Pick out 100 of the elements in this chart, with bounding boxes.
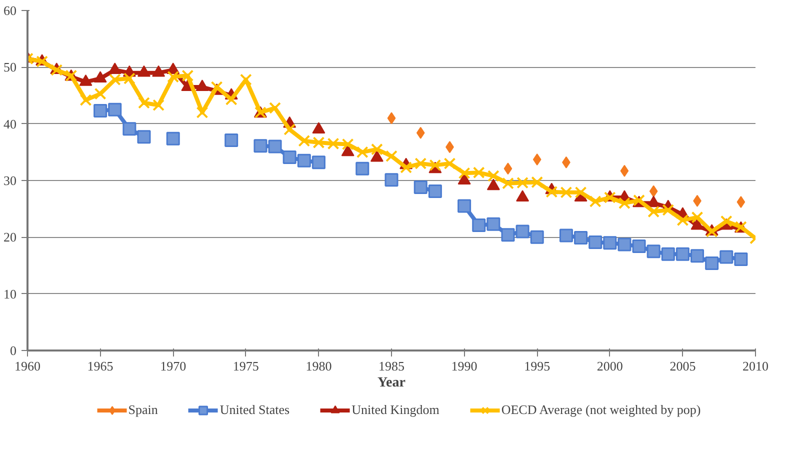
point (720, 215, 732, 228)
point (648, 206, 660, 218)
point (472, 166, 485, 179)
x-tick-label: 2010 (742, 358, 768, 374)
point (559, 228, 573, 242)
point (224, 134, 238, 148)
point (298, 134, 310, 147)
point (458, 199, 472, 213)
legend-label: OECD Average (not weighted by pop) (501, 402, 701, 418)
point (370, 143, 383, 156)
point (444, 158, 456, 170)
point (502, 177, 514, 190)
point (560, 186, 572, 198)
point (429, 159, 442, 172)
point (284, 124, 296, 136)
point (530, 230, 544, 244)
point (661, 247, 675, 261)
point (269, 102, 281, 114)
y-tick-label: 10 (4, 286, 16, 302)
point (254, 139, 268, 153)
point (94, 88, 106, 100)
point (618, 238, 632, 252)
point (646, 244, 660, 258)
x-tick-label: 1960 (14, 358, 40, 374)
point (487, 170, 500, 182)
point (108, 74, 121, 86)
point (516, 224, 530, 238)
point (620, 164, 629, 177)
x-tick-label: 1985 (378, 358, 404, 374)
point (386, 150, 398, 162)
point (416, 126, 425, 139)
point (152, 99, 164, 112)
point (428, 184, 442, 198)
point (268, 140, 282, 154)
point (94, 104, 108, 118)
point (225, 94, 238, 106)
point (122, 122, 136, 136)
point (531, 176, 544, 188)
point (690, 249, 704, 263)
point (691, 211, 704, 224)
point (414, 158, 427, 170)
point (720, 250, 734, 264)
point (108, 102, 122, 116)
point (182, 70, 194, 82)
point (282, 150, 296, 164)
legend-label: United Kingdom (352, 402, 440, 418)
point (414, 180, 428, 194)
y-tick-label: 20 (4, 230, 16, 245)
legend-label: Spain (128, 402, 158, 418)
point (662, 204, 674, 216)
point (210, 81, 223, 93)
y-tick-label: 30 (4, 173, 16, 188)
point (356, 162, 370, 176)
point (705, 256, 719, 270)
point (458, 167, 470, 180)
x-axis-title: Year (378, 376, 406, 390)
point (297, 154, 311, 168)
point (327, 138, 340, 150)
point (632, 239, 646, 253)
x-tick-label: 1970 (160, 358, 186, 374)
point (574, 186, 587, 198)
x-tick-label: 1975 (232, 358, 259, 374)
point (618, 197, 630, 210)
point (137, 130, 151, 144)
point (138, 96, 150, 109)
point (603, 236, 617, 250)
x-tick-label: 2005 (670, 358, 696, 374)
x-tick-label: 1995 (524, 358, 550, 374)
point (384, 173, 398, 187)
point (676, 214, 689, 226)
point (736, 196, 746, 208)
point (80, 94, 92, 106)
x-tick-label: 2000 (596, 358, 623, 374)
point (574, 230, 588, 244)
point (240, 74, 252, 86)
point (486, 217, 500, 231)
legend-label: United States (220, 402, 290, 418)
point (166, 132, 180, 146)
y-tick-label: 50 (4, 60, 16, 75)
point (167, 70, 180, 83)
point (312, 156, 326, 170)
x-tick-label: 1990 (451, 358, 478, 374)
point (387, 112, 396, 124)
point (589, 196, 602, 208)
y-tick-label: 40 (4, 116, 16, 132)
point (532, 154, 542, 166)
point (472, 218, 486, 232)
point (588, 236, 602, 250)
x-tick-label: 1965 (87, 358, 114, 374)
point (501, 228, 515, 242)
point (312, 136, 325, 148)
y-tick-label: 0 (10, 343, 16, 358)
point (676, 247, 690, 261)
point (504, 162, 512, 175)
point (196, 106, 208, 118)
point (342, 138, 354, 150)
point (356, 146, 368, 158)
point (649, 185, 658, 198)
point (546, 186, 558, 198)
x-tick-label: 1980 (306, 358, 332, 374)
